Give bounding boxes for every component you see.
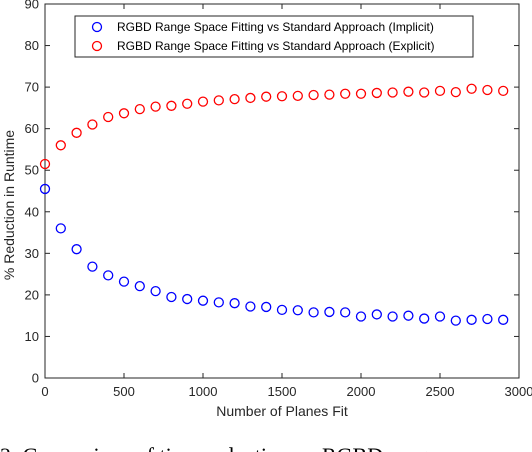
- data-point: [340, 307, 351, 318]
- data-point: [482, 84, 493, 96]
- data-point: [182, 98, 193, 109]
- data-point: [71, 244, 82, 255]
- x-tick-label: 3000: [505, 384, 532, 399]
- y-tick-label: 80: [25, 38, 39, 53]
- data-point: [39, 158, 51, 170]
- data-point: [403, 86, 414, 97]
- data-point: [182, 293, 193, 305]
- data-points: [39, 83, 509, 326]
- data-point: [166, 100, 177, 111]
- figure-caption: 2: Comparison of time-reduction on RGBD …: [0, 443, 437, 452]
- x-tick-label: 0: [41, 384, 48, 399]
- data-point: [134, 103, 145, 115]
- data-point: [387, 87, 398, 98]
- y-tick-label: 70: [25, 80, 39, 95]
- y-axis: 0 10 20 30 40 50 60 70 80 90: [25, 0, 519, 386]
- data-point: [434, 85, 446, 97]
- y-tick-label: 40: [25, 204, 39, 219]
- legend-label-explicit: RGBD Range Space Fitting vs Standard App…: [117, 39, 434, 53]
- data-point: [419, 87, 430, 98]
- data-point: [261, 301, 272, 313]
- series-explicit: [39, 83, 509, 170]
- data-point: [498, 85, 509, 97]
- data-point: [419, 313, 430, 324]
- data-point: [229, 298, 240, 309]
- data-point: [55, 140, 66, 151]
- data-point: [118, 276, 130, 287]
- y-tick-label: 0: [32, 371, 39, 386]
- data-point: [498, 314, 509, 325]
- data-point: [103, 270, 114, 281]
- data-point: [466, 83, 477, 94]
- data-point: [118, 108, 130, 119]
- data-point: [308, 89, 319, 101]
- data-point: [482, 313, 493, 325]
- y-tick-label: 60: [25, 121, 39, 136]
- data-point: [245, 301, 256, 312]
- x-tick-label: 1500: [268, 384, 297, 399]
- data-point: [292, 305, 303, 316]
- data-point: [197, 96, 209, 107]
- x-tick-label: 2500: [426, 384, 455, 399]
- data-point: [166, 291, 177, 303]
- data-point: [387, 311, 398, 322]
- y-axis-title: % Reduction in Runtime: [1, 130, 17, 280]
- data-point: [324, 89, 335, 100]
- y-tick-label: 10: [25, 329, 39, 344]
- data-point: [213, 95, 224, 106]
- data-point: [71, 127, 82, 138]
- y-tick-label: 90: [25, 0, 39, 12]
- legend-marker-implicit: [91, 21, 103, 33]
- data-point: [450, 86, 461, 98]
- data-point: [324, 306, 335, 318]
- data-point: [276, 304, 288, 315]
- data-point: [213, 297, 224, 308]
- data-point: [450, 315, 461, 326]
- data-point: [150, 101, 161, 112]
- data-point: [103, 111, 114, 123]
- x-tick-label: 500: [113, 384, 135, 399]
- data-point: [308, 307, 319, 318]
- data-point: [371, 87, 382, 99]
- data-point: [355, 311, 367, 322]
- data-point: [403, 310, 414, 321]
- data-point: [261, 91, 272, 102]
- data-point: [39, 183, 51, 195]
- data-point: [55, 223, 66, 234]
- x-tick-label: 2000: [347, 384, 376, 399]
- x-axis: 0 500 1000 1500 2000 2500 3000: [41, 4, 532, 399]
- series-implicit: [39, 183, 509, 326]
- data-point: [434, 311, 446, 322]
- data-point: [340, 88, 351, 99]
- legend-box: [74, 15, 474, 58]
- y-tick-label: 50: [25, 163, 39, 178]
- data-point: [150, 285, 161, 297]
- data-point: [87, 119, 98, 130]
- data-point: [355, 88, 367, 99]
- y-tick-label: 20: [25, 287, 39, 302]
- y-tick-label: 30: [25, 246, 39, 261]
- data-point: [134, 281, 145, 292]
- legend-marker-explicit: [91, 40, 103, 52]
- data-point: [245, 92, 256, 104]
- data-point: [466, 314, 477, 325]
- data-point: [371, 309, 382, 320]
- data-point: [229, 94, 240, 105]
- plot-area: [44, 3, 520, 379]
- legend-label-implicit: RGBD Range Space Fitting vs Standard App…: [117, 20, 434, 34]
- data-point: [292, 90, 303, 101]
- data-point: [87, 261, 98, 272]
- data-point: [197, 295, 209, 306]
- x-tick-label: 1000: [189, 384, 218, 399]
- x-axis-title: Number of Planes Fit: [216, 403, 348, 419]
- legend: RGBD Range Space Fitting vs Standard App…: [74, 15, 474, 58]
- data-point: [276, 91, 288, 102]
